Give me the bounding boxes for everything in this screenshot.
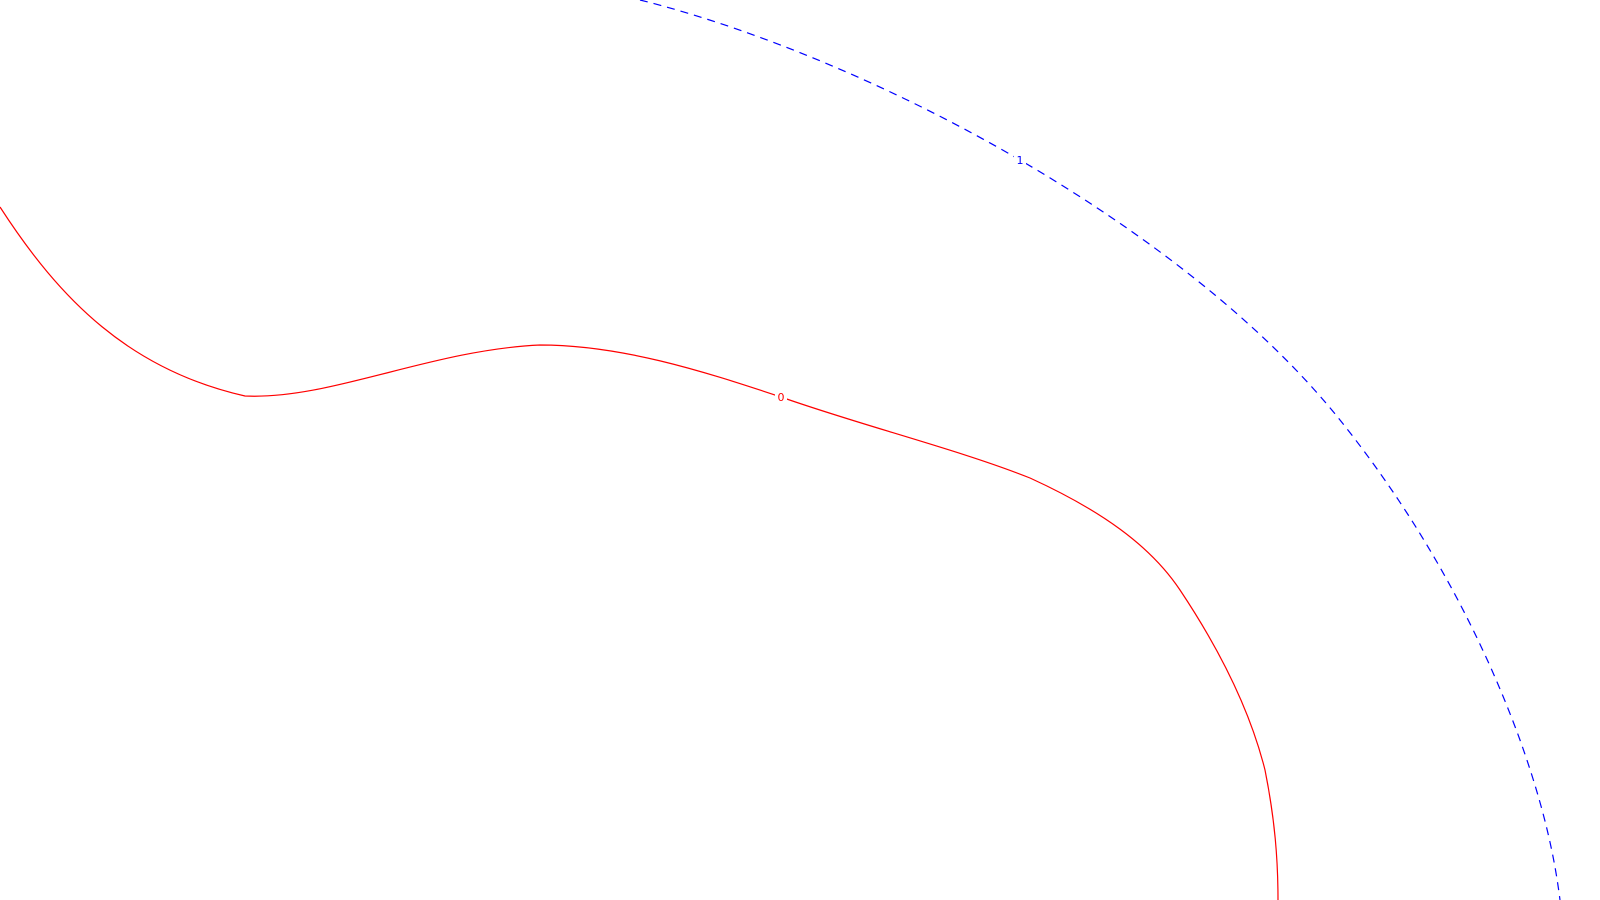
contour-label-0: 0: [778, 391, 785, 404]
contour-label-1: 1: [1017, 154, 1024, 167]
contour-label-1-bg: [1014, 153, 1026, 166]
contour-label-0-bg: [775, 390, 787, 403]
contour-line-0: [0, 206, 1279, 900]
contour-line-1: [639, 0, 1561, 900]
